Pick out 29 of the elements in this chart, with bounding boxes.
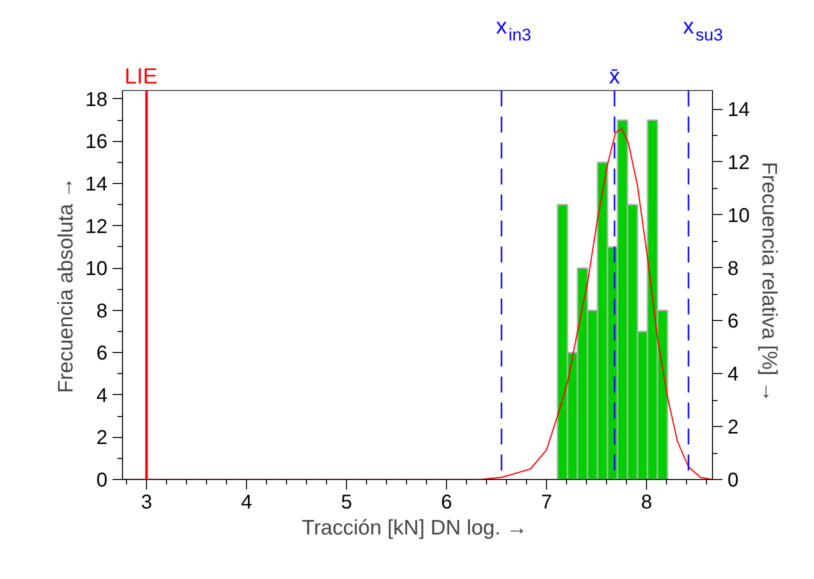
- ref-line-label: LIE: [124, 64, 158, 88]
- y-tick-label: 0: [96, 470, 108, 492]
- y2-tick-label: 12: [728, 152, 750, 174]
- y-tick-label: 16: [85, 131, 108, 154]
- y2-tick-label: 10: [728, 204, 750, 227]
- y-tick-label: 8: [96, 300, 108, 322]
- y2-tick-label: 8: [728, 258, 739, 280]
- x-axis-title: Tracción [kN] DN log. →: [302, 516, 528, 540]
- y-tick-label: 18: [85, 88, 108, 111]
- y2-axis-title: Frecuencia relativa [%] →: [758, 162, 781, 402]
- y-tick-label: 14: [85, 174, 108, 196]
- y-tick-label: 10: [85, 258, 108, 280]
- y-axis-title: Frecuencia absoluta →: [54, 177, 78, 393]
- x-tick-label: 7: [540, 492, 552, 514]
- x-tick-label: 8: [640, 492, 652, 514]
- y2-tick-label: 14: [728, 99, 750, 122]
- y-tick-label: 6: [96, 342, 108, 365]
- y2-tick-label: 0: [728, 470, 739, 492]
- x-tick-label: 4: [240, 492, 252, 514]
- y2-tick-label: 2: [728, 416, 739, 439]
- ref-line-label: x̄: [609, 64, 620, 88]
- y-tick-label: 2: [96, 427, 108, 450]
- x-tick-label: 5: [340, 492, 352, 514]
- y-tick-label: 12: [85, 216, 108, 238]
- y2-tick-label: 4: [728, 364, 739, 386]
- x-tick-label: 3: [140, 492, 152, 514]
- x-tick-label: 6: [440, 492, 452, 514]
- y2-tick-label: 6: [728, 310, 739, 333]
- y-tick-label: 4: [96, 384, 108, 407]
